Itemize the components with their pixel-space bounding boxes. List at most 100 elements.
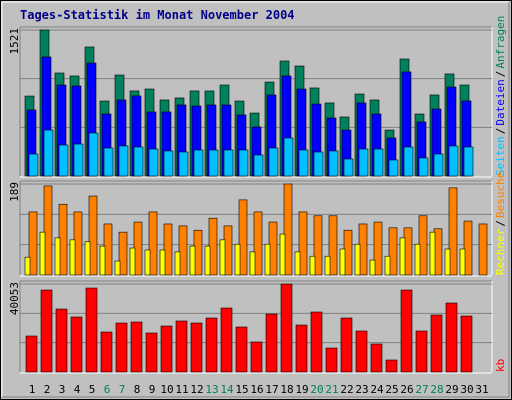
bar bbox=[114, 260, 121, 276]
bar bbox=[399, 237, 406, 276]
x-tick-label: 19 bbox=[295, 383, 308, 396]
bar bbox=[358, 148, 369, 177]
bar bbox=[160, 325, 173, 373]
bar bbox=[204, 245, 211, 276]
bar bbox=[460, 315, 473, 373]
bar bbox=[223, 149, 234, 177]
bar bbox=[250, 341, 263, 373]
bar bbox=[118, 145, 129, 177]
bar bbox=[280, 283, 293, 373]
bar bbox=[298, 149, 309, 177]
bar bbox=[373, 148, 384, 177]
x-tick-label: 7 bbox=[119, 383, 126, 396]
bar bbox=[115, 322, 128, 373]
bar bbox=[118, 231, 128, 276]
bar bbox=[129, 247, 136, 276]
bar bbox=[430, 314, 443, 373]
bar bbox=[24, 256, 31, 276]
bar bbox=[234, 243, 241, 276]
bar bbox=[43, 185, 53, 276]
bar bbox=[445, 302, 458, 373]
bar bbox=[339, 248, 346, 276]
bar bbox=[268, 147, 279, 177]
bar bbox=[55, 308, 68, 373]
legend-label: Dateien bbox=[494, 79, 507, 125]
bar bbox=[219, 239, 226, 276]
bar bbox=[175, 320, 188, 373]
bar bbox=[444, 248, 451, 276]
bar bbox=[388, 227, 398, 276]
x-tick-label: 11 bbox=[175, 383, 188, 396]
bar bbox=[148, 148, 159, 177]
x-tick-label: 30 bbox=[460, 383, 473, 396]
x-tick-label: 16 bbox=[250, 383, 263, 396]
legend-label: kb bbox=[494, 359, 507, 372]
bar bbox=[100, 331, 113, 373]
bar bbox=[340, 317, 353, 373]
bar bbox=[324, 255, 331, 276]
bar bbox=[448, 187, 458, 276]
bar bbox=[25, 335, 38, 373]
x-tick-label: 1 bbox=[29, 383, 36, 396]
x-tick-label: 21 bbox=[325, 383, 338, 396]
bar bbox=[328, 215, 338, 276]
bar bbox=[279, 233, 286, 276]
bar bbox=[69, 239, 76, 276]
bar bbox=[388, 159, 399, 177]
bar bbox=[174, 251, 181, 276]
x-tick-label: 9 bbox=[149, 383, 156, 396]
bar bbox=[43, 129, 54, 177]
bar bbox=[373, 221, 383, 276]
bar bbox=[220, 307, 233, 373]
legend-label: Besuche bbox=[494, 172, 507, 218]
bar bbox=[249, 251, 256, 276]
bar bbox=[385, 359, 398, 373]
legend-label: Seiten bbox=[494, 136, 507, 176]
bar bbox=[28, 211, 38, 276]
x-tick-label: 5 bbox=[89, 383, 96, 396]
bar bbox=[253, 211, 263, 276]
bar bbox=[313, 151, 324, 177]
bar bbox=[369, 259, 376, 276]
x-tick-label: 27 bbox=[415, 383, 428, 396]
bar bbox=[429, 231, 436, 276]
bar bbox=[370, 343, 383, 373]
bar bbox=[238, 149, 249, 177]
x-tick-label: 2 bbox=[44, 383, 51, 396]
chart-title: Tages-Statistik im Monat November 2004 bbox=[20, 8, 295, 22]
bar bbox=[328, 150, 339, 177]
bar bbox=[253, 154, 264, 177]
bar bbox=[133, 146, 144, 177]
bar bbox=[459, 248, 466, 276]
bar bbox=[313, 215, 323, 276]
bar bbox=[343, 158, 354, 177]
x-tick-label: 24 bbox=[370, 383, 384, 396]
bar bbox=[205, 317, 218, 373]
bar bbox=[463, 220, 473, 276]
bar bbox=[73, 143, 84, 177]
bar bbox=[478, 223, 488, 276]
bar bbox=[309, 255, 316, 276]
x-tick-label: 23 bbox=[355, 383, 368, 396]
x-tick-label: 8 bbox=[134, 383, 141, 396]
bar bbox=[418, 157, 429, 177]
x-tick-label: 31 bbox=[475, 383, 488, 396]
bar bbox=[88, 132, 99, 177]
bar bbox=[189, 245, 196, 276]
x-tick-label: 28 bbox=[430, 383, 443, 396]
bar bbox=[178, 225, 188, 276]
x-tick-label: 4 bbox=[74, 383, 81, 396]
bar bbox=[298, 211, 308, 276]
x-tick-label: 25 bbox=[385, 383, 398, 396]
bar bbox=[178, 151, 189, 177]
bar bbox=[54, 237, 61, 276]
legend-label: Rechner bbox=[494, 228, 507, 275]
bar bbox=[58, 144, 69, 177]
x-tick-label: 20 bbox=[310, 383, 323, 396]
x-tick-label: 14 bbox=[220, 383, 234, 396]
y-tick-label: 1521 bbox=[8, 28, 21, 55]
bar bbox=[238, 199, 248, 276]
x-tick-label: 18 bbox=[280, 383, 293, 396]
x-tick-label: 22 bbox=[340, 383, 353, 396]
